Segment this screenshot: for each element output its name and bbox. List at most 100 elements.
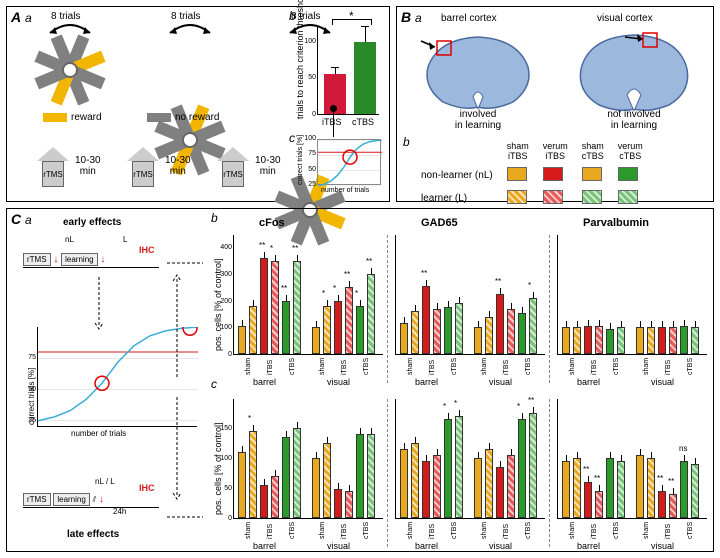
bar-group-xlabel: sham [245, 358, 252, 375]
ytick: 400 [220, 244, 234, 251]
data-bar [422, 461, 430, 518]
rtms-arrow-icon: rTMS [217, 147, 249, 187]
ytick: 100 [304, 38, 318, 45]
sig-marker: ** [594, 474, 600, 483]
error-bar [695, 321, 696, 327]
data-bar [367, 434, 375, 518]
bar [354, 42, 376, 114]
data-bar [433, 455, 441, 518]
bar-group-xlabel: cTBS [363, 358, 370, 375]
rtms-arrow-icon: rTMS [37, 147, 69, 187]
panel-Ba-label: a [415, 11, 422, 25]
bar-group-xlabel: cTBS [525, 358, 532, 375]
error-bar [316, 452, 317, 458]
data-bar [271, 261, 279, 354]
data-bar [293, 261, 301, 354]
error-bar [577, 452, 578, 458]
error-bar [360, 428, 361, 434]
ytick: 25 [308, 181, 318, 188]
bar-group-xlabel: sham [407, 358, 414, 375]
data-bar [238, 326, 246, 354]
error-bar [640, 321, 641, 327]
data-bar [691, 464, 699, 518]
data-bar [669, 327, 677, 354]
data-bar [345, 287, 353, 354]
error-cap [331, 67, 339, 68]
sig-marker: * [443, 402, 446, 411]
early-timeline [23, 267, 159, 268]
error-bar [533, 407, 534, 413]
bar-xlabel: cTBS [352, 117, 374, 127]
Ac-xlabel: number of trials [321, 187, 369, 194]
error-bar [426, 280, 427, 286]
panel-Aa-label: a [25, 11, 32, 25]
early-effects-label: early effects [63, 217, 121, 228]
ytick: 50 [28, 386, 38, 393]
data-bar [422, 286, 430, 354]
error-bar [264, 479, 265, 485]
error-bar [371, 428, 372, 434]
error-bar [338, 295, 339, 301]
chart-title: GAD65 [421, 217, 458, 229]
data-bar [485, 317, 493, 354]
error-bar [522, 413, 523, 419]
data-bar [444, 419, 452, 518]
bar-group-xlabel: iTBS [503, 524, 510, 539]
error-bar [651, 452, 652, 458]
data-bar [507, 455, 515, 518]
noreward-label: no reward [175, 112, 219, 123]
data-bar [669, 494, 677, 518]
error-bar [695, 458, 696, 464]
region-label: barrel [415, 377, 438, 387]
sig-marker: ** [259, 241, 265, 250]
chart-ylabel: pos. cells [% of control] [213, 422, 223, 515]
sig-marker: ** [495, 277, 501, 286]
data-bar [282, 301, 290, 354]
error-bar [640, 449, 641, 455]
error-bar [511, 303, 512, 309]
sig-marker: * [322, 289, 325, 298]
maze-center [182, 132, 198, 148]
data-bar [636, 455, 644, 518]
data-bar [595, 326, 603, 354]
bar-group-xlabel: iTBS [429, 360, 436, 375]
data-bar [518, 313, 526, 354]
data-bar [474, 327, 482, 354]
ytick: 0 [312, 111, 318, 118]
data-bar [584, 326, 592, 354]
data-bar [647, 327, 655, 354]
region-label: visual [651, 541, 674, 551]
error-bar [437, 449, 438, 455]
error-bar [242, 446, 243, 452]
data-bar [367, 274, 375, 354]
late-timeline [23, 507, 159, 508]
bar-group-xlabel: cTBS [363, 522, 370, 539]
data-bar [474, 458, 482, 518]
error-bar [275, 255, 276, 261]
ytick: 100 [304, 135, 318, 142]
bar-chart: ***** [395, 235, 545, 355]
region-label: barrel [415, 541, 438, 551]
rtms-time: 10-30 min [255, 155, 281, 177]
bar-group-xlabel: cTBS [451, 522, 458, 539]
panel-A-label: A [11, 9, 21, 25]
bar-chart: ***** [395, 399, 545, 519]
data-bar [455, 303, 463, 354]
bar-group-xlabel: iTBS [665, 360, 672, 375]
separator [387, 399, 388, 547]
data-bar [658, 327, 666, 354]
bar-group-xlabel: iTBS [591, 524, 598, 539]
rtms-time: 10-30 min [75, 155, 101, 177]
panel-C-left: early effects rTMS ↓ learning ↓ nL L IHC… [17, 217, 203, 545]
ytick: 100 [220, 455, 234, 462]
data-bar [312, 458, 320, 518]
error-bar [448, 413, 449, 419]
sig-marker: * [270, 244, 273, 253]
data-bar [518, 419, 526, 518]
error-bar [264, 252, 265, 258]
ytick: 150 [220, 425, 234, 432]
data-bar [573, 327, 581, 354]
rtms-time: 10-30 min [165, 155, 191, 177]
error-bar [437, 303, 438, 309]
bar-group-xlabel: sham [245, 522, 252, 539]
